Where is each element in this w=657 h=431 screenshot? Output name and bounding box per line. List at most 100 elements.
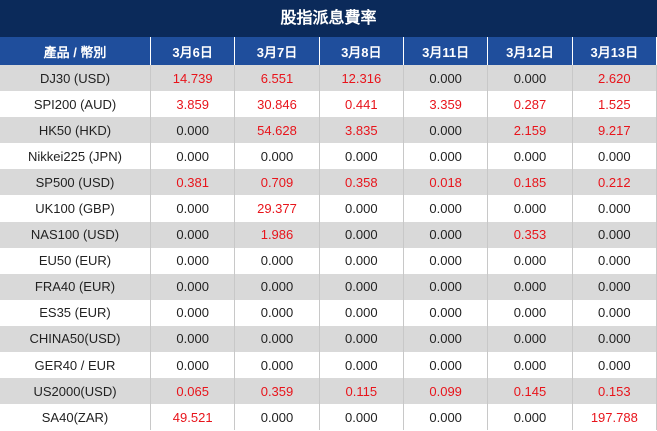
rate-cell: 0.000 [487,143,573,170]
product-cell: ES35 (EUR) [0,299,151,326]
rate-cell: 0.709 [234,169,320,196]
rate-cell: 0.000 [572,195,657,222]
rate-cell: 0.381 [150,169,236,196]
rate-cell: 0.185 [487,169,573,196]
rate-table: 產品 / 幣別 3月6日 3月7日 3月8日 3月11日 3月12日 3月13日 DJ30 … [0,37,657,431]
product-cell: NAS100 (USD) [0,221,151,248]
rate-cell: 0.287 [487,91,573,118]
rate-cell: 0.000 [403,404,489,431]
column-header: 產品 / 幣別 [0,37,151,65]
rate-cell: 0.000 [403,299,489,326]
column-header: 3月6日 [150,37,236,65]
rate-cell: 0.353 [487,221,573,248]
rate-cell: 0.000 [403,352,489,379]
header-row: 產品 / 幣別 3月6日 3月7日 3月8日 3月11日 3月12日 3月13日 [0,37,657,65]
rate-cell: 0.000 [319,247,404,274]
rate-cell: 0.000 [572,352,657,379]
rate-cell: 0.000 [234,273,320,300]
rate-cell: 0.000 [150,273,236,300]
product-cell: SA40(ZAR) [0,404,151,431]
rate-cell: 0.000 [403,143,489,170]
column-header: 3月11日 [403,37,489,65]
rate-cell: 0.000 [234,404,320,431]
column-header: 3月7日 [234,37,320,65]
table-row: US2000(USD) 0.065 0.359 0.115 0.099 0.145 0.15… [0,378,657,405]
rate-cell: 0.000 [572,299,657,326]
table-row: SP500 (USD) 0.381 0.709 0.358 0.018 0.185 0.21… [0,169,657,196]
rate-cell: 0.359 [234,378,320,405]
rate-cell: 0.000 [572,221,657,248]
rate-cell: 0.000 [234,352,320,379]
rate-cell: 30.846 [234,91,320,118]
column-header: 3月8日 [319,37,404,65]
rate-cell: 0.000 [150,247,236,274]
rate-cell: 0.000 [150,143,236,170]
rate-cell: 14.739 [150,65,236,92]
table-body: DJ30 (USD) 14.739 6.551 12.316 0.000 0.000 2.6… [0,65,657,431]
rate-cell: 0.000 [487,273,573,300]
rate-cell: 0.145 [487,378,573,405]
rate-cell: 1.525 [572,91,657,118]
rate-cell: 0.000 [572,273,657,300]
table-row: FRA40 (EUR) 0.000 0.000 0.000 0.000 0.000 0.00… [0,273,657,300]
table-row: NAS100 (USD) 0.000 1.986 0.000 0.000 0.353 0.0… [0,221,657,248]
rate-cell: 0.000 [487,195,573,222]
rate-cell: 0.000 [150,352,236,379]
product-cell: Nikkei225 (JPN) [0,143,151,170]
product-cell: UK100 (GBP) [0,195,151,222]
rate-cell: 0.000 [150,325,236,353]
rate-cell: 1.986 [234,221,320,248]
table-row: GER40 / EUR 0.000 0.000 0.000 0.000 0.000 0.00… [0,352,657,379]
rate-cell: 0.000 [234,247,320,274]
rate-cell: 0.000 [319,143,404,170]
table-row: DJ30 (USD) 14.739 6.551 12.316 0.000 0.000 2.6… [0,65,657,92]
rate-cell: 54.628 [234,117,320,144]
product-cell: EU50 (EUR) [0,247,151,274]
rate-cell: 0.000 [572,247,657,274]
rate-cell: 0.000 [487,299,573,326]
rate-cell: 0.000 [403,117,489,144]
table-row: ES35 (EUR) 0.000 0.000 0.000 0.000 0.000 0.000 [0,299,657,326]
product-cell: SP500 (USD) [0,169,151,196]
rate-cell: 49.521 [150,404,236,431]
rate-cell: 0.212 [572,169,657,196]
column-header: 3月12日 [487,37,573,65]
rate-cell: 0.000 [234,143,320,170]
table-row: EU50 (EUR) 0.000 0.000 0.000 0.000 0.000 0.000 [0,247,657,274]
rate-cell: 0.000 [150,195,236,222]
rate-cell: 0.000 [403,221,489,248]
table-row: SA40(ZAR) 49.521 0.000 0.000 0.000 0.000 197.7… [0,404,657,431]
rate-cell: 0.000 [319,221,404,248]
table-row: CHINA50(USD) 0.000 0.000 0.000 0.000 0.000 0.0… [0,325,657,353]
column-header: 3月13日 [572,37,657,65]
rate-cell: 0.000 [319,273,404,300]
table-row: SPI200 (AUD) 3.859 30.846 0.441 3.359 0.287 1.… [0,91,657,118]
rate-cell: 0.000 [403,273,489,300]
rate-cell: 0.000 [319,352,404,379]
rate-cell: 0.000 [487,352,573,379]
product-cell: CHINA50(USD) [0,325,151,353]
rate-cell: 6.551 [234,65,320,92]
rate-cell: 0.000 [234,325,320,353]
product-cell: US2000(USD) [0,378,151,405]
rate-cell: 3.359 [403,91,489,118]
rate-cell: 0.358 [319,169,404,196]
table-row: HK50 (HKD) 0.000 54.628 3.835 0.000 2.159 9.21… [0,117,657,144]
rate-cell: 0.115 [319,378,404,405]
rate-cell: 12.316 [319,65,404,92]
rate-cell: 0.000 [403,247,489,274]
rate-cell: 0.018 [403,169,489,196]
table-row: UK100 (GBP) 0.000 29.377 0.000 0.000 0.000 0.0… [0,195,657,222]
rate-cell: 0.000 [319,404,404,431]
rate-cell: 0.000 [319,325,404,353]
product-cell: FRA40 (EUR) [0,273,151,300]
rate-cell: 2.159 [487,117,573,144]
rate-cell: 0.000 [319,195,404,222]
rate-cell: 0.000 [319,299,404,326]
rate-cell: 0.000 [487,325,573,353]
product-cell: HK50 (HKD) [0,117,151,144]
rate-cell: 0.099 [403,378,489,405]
rate-cell: 0.000 [234,299,320,326]
rate-cell: 9.217 [572,117,657,144]
